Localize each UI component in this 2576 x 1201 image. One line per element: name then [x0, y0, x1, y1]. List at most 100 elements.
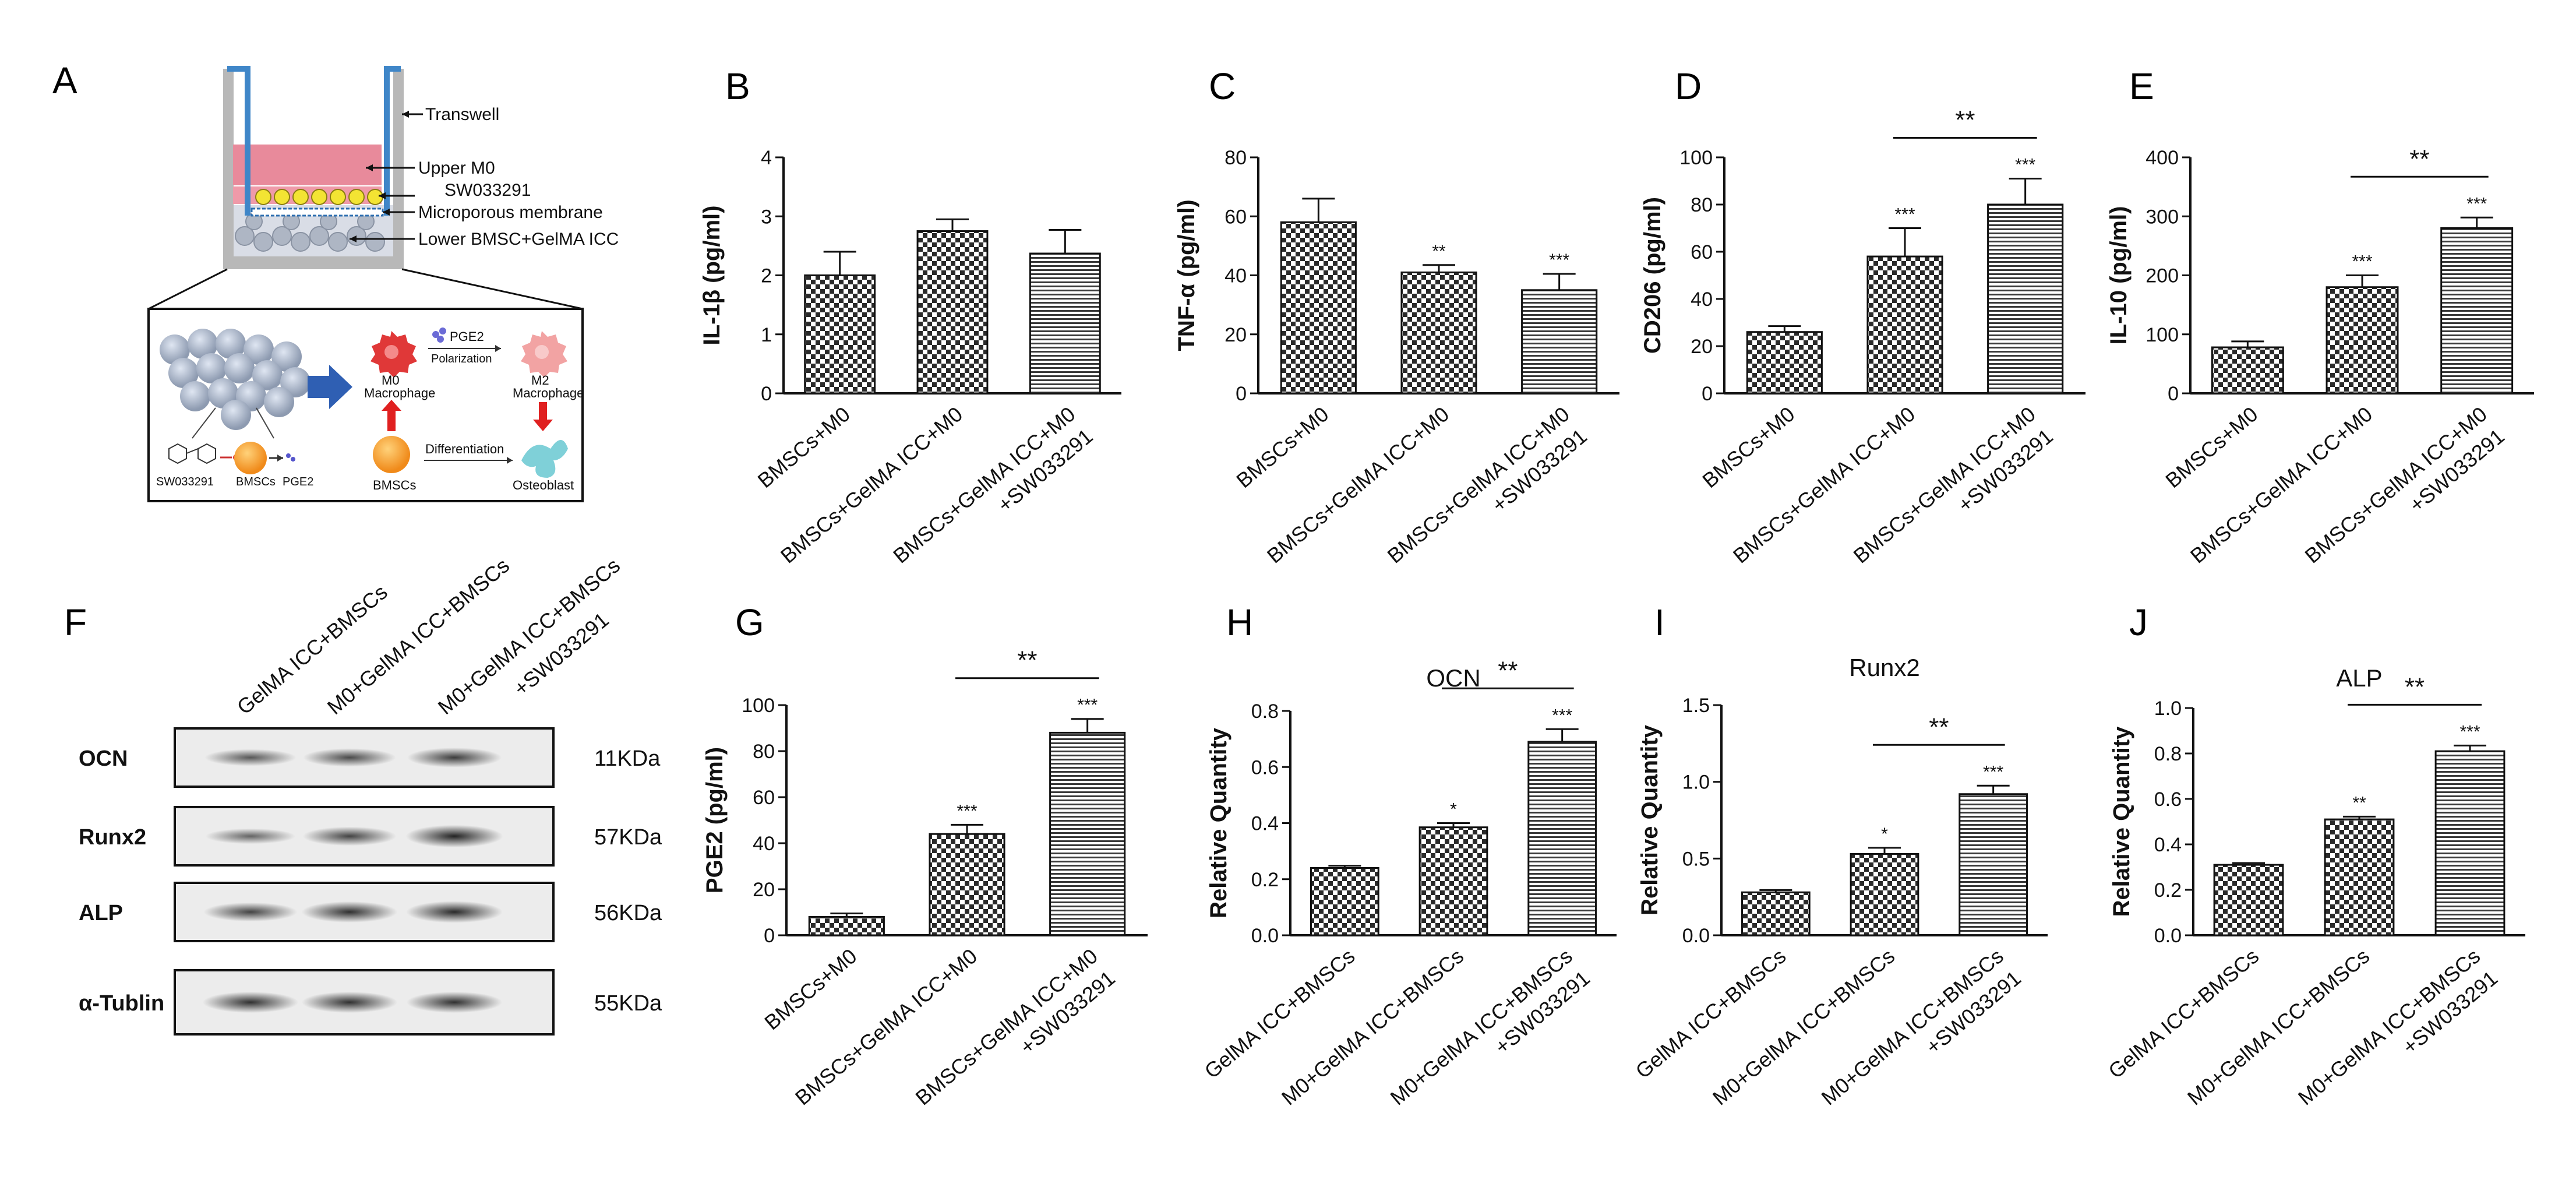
bracket-significance-label: **	[2409, 145, 2429, 173]
bar	[1850, 853, 1919, 936]
wb-band	[303, 748, 396, 767]
category-label: M0+GelMA ICC+BMSCs	[1708, 944, 1899, 1110]
wb-row-label: OCN	[79, 746, 128, 771]
significance-label: ***	[2466, 194, 2487, 213]
bar	[1741, 891, 1811, 936]
wb-band	[204, 749, 297, 766]
y-tick-label: 0	[761, 383, 772, 405]
transwell-diagram: Transwell Upper M0 SW033291 Microporous …	[147, 66, 619, 502]
significance-label: ***	[2015, 155, 2035, 174]
wb-band	[406, 991, 503, 1013]
bar	[2326, 286, 2399, 395]
insert-left-wall	[227, 66, 250, 216]
inset-m2-sub: Macrophage	[513, 386, 584, 400]
osteoblast-icon	[521, 440, 568, 478]
y-tick-label: 40	[1225, 265, 1247, 287]
category-label: BMSCs+GelMA ICC+M0	[776, 402, 967, 568]
m0-cells	[255, 189, 383, 205]
category-label: M0+GelMA ICC+BMSCs	[2293, 944, 2485, 1110]
arrow-icon	[308, 365, 352, 409]
upper-chamber-medium	[233, 145, 382, 185]
category-label: BMSCs+M0	[2161, 402, 2262, 492]
y-tick-label: 20	[1225, 324, 1247, 346]
panel-label-h: H	[1226, 601, 1253, 643]
y-tick-label: 60	[1225, 206, 1247, 228]
panel-label-b: B	[725, 65, 750, 107]
western-blot: GelMA ICC+BMSCs M0+GelMA ICC+BMSCs M0+Ge…	[79, 553, 662, 1036]
wb-band	[405, 825, 503, 848]
y-tick-label: 3	[761, 206, 772, 228]
bar	[1400, 271, 1477, 395]
y-tick-label: 0.2	[1251, 869, 1279, 891]
insert-right-wall	[384, 66, 401, 216]
y-tick-label: 20	[753, 879, 775, 901]
y-tick-label: 0	[2168, 383, 2179, 405]
significance-label: *	[1450, 800, 1457, 819]
red-arrow-down-icon	[533, 402, 553, 431]
y-axis-label: CD206 (pg/ml)	[1640, 197, 1665, 354]
bar	[1521, 289, 1598, 395]
y-tick-label: 80	[1225, 147, 1247, 169]
significance-label: ***	[2352, 252, 2372, 272]
category-label: BMSCs+GelMA ICC+M0	[888, 402, 1079, 568]
callout-upper-m0: Upper M0	[418, 159, 495, 178]
wb-kda-label: 56KDa	[594, 901, 662, 925]
outer-well-left-wall	[223, 69, 234, 264]
panel-label-d: D	[1675, 65, 1702, 107]
y-tick-label: 40	[753, 833, 775, 855]
y-tick-label: 0.5	[1682, 848, 1710, 870]
outer-well-floor	[223, 256, 404, 269]
y-tick-label: 0	[1702, 383, 1713, 405]
y-axis-label: IL-1β (pg/ml)	[699, 206, 725, 346]
bracket-significance-label: **	[2405, 672, 2425, 701]
chart-title: ALP	[2336, 664, 2382, 692]
bar	[1987, 203, 2064, 395]
panel-label-j: J	[2129, 601, 2148, 643]
y-axis-label: PGE2 (pg/ml)	[702, 747, 728, 893]
bracket-significance-label: **	[1929, 713, 1949, 741]
bracket-significance-label: **	[1017, 646, 1037, 675]
wb-band	[205, 828, 296, 844]
y-tick-label: 200	[2146, 265, 2179, 287]
significance-label: ***	[1549, 251, 1569, 270]
inset-label-bmscs-small: BMSCs	[236, 476, 276, 488]
y-tick-label: 40	[1691, 288, 1713, 311]
wb-band	[203, 902, 298, 922]
significance-label: ***	[957, 801, 977, 820]
wb-band	[301, 991, 398, 1013]
wb-band	[301, 901, 398, 923]
y-tick-label: 2	[761, 265, 772, 287]
microporous-membrane	[250, 207, 384, 217]
category-label: M0+GelMA ICC+BMSCs	[2183, 944, 2374, 1110]
y-tick-label: 0.8	[1251, 700, 1279, 723]
significance-label: *	[1881, 825, 1888, 844]
y-axis-label: Relative Quantity	[2109, 726, 2134, 917]
inset-osteoblast: Osteoblast	[513, 478, 574, 492]
y-tick-label: 80	[1691, 194, 1713, 216]
bar	[2213, 864, 2284, 936]
inset-polarization: Polarization	[431, 353, 492, 365]
bar	[2434, 750, 2506, 936]
inset-m2: M2	[531, 373, 549, 388]
y-axis-label: Relative Quantity	[1206, 727, 1231, 918]
significance-label: **	[1432, 242, 1446, 261]
bar	[1310, 867, 1379, 936]
pge2-molecules-icon	[432, 327, 446, 343]
category-label: M0+GelMA ICC+BMSCs	[1277, 944, 1468, 1110]
category-label: BMSCs+M0	[760, 944, 861, 1034]
y-tick-label: 1.0	[2154, 698, 2182, 720]
wb-lane-label-1: GelMA ICC+BMSCs	[232, 580, 392, 719]
y-tick-label: 100	[742, 695, 775, 717]
y-tick-label: 20	[1691, 336, 1713, 358]
wb-rows: OCN 11KDa Runx2 57KDa ALP 56KDa α-Tublin 55KDa	[79, 727, 662, 1036]
bar	[1959, 793, 2028, 936]
wb-kda-label: 55KDa	[594, 991, 662, 1016]
wb-kda-label: 11KDa	[594, 746, 661, 771]
panel-label-g: G	[735, 601, 764, 643]
